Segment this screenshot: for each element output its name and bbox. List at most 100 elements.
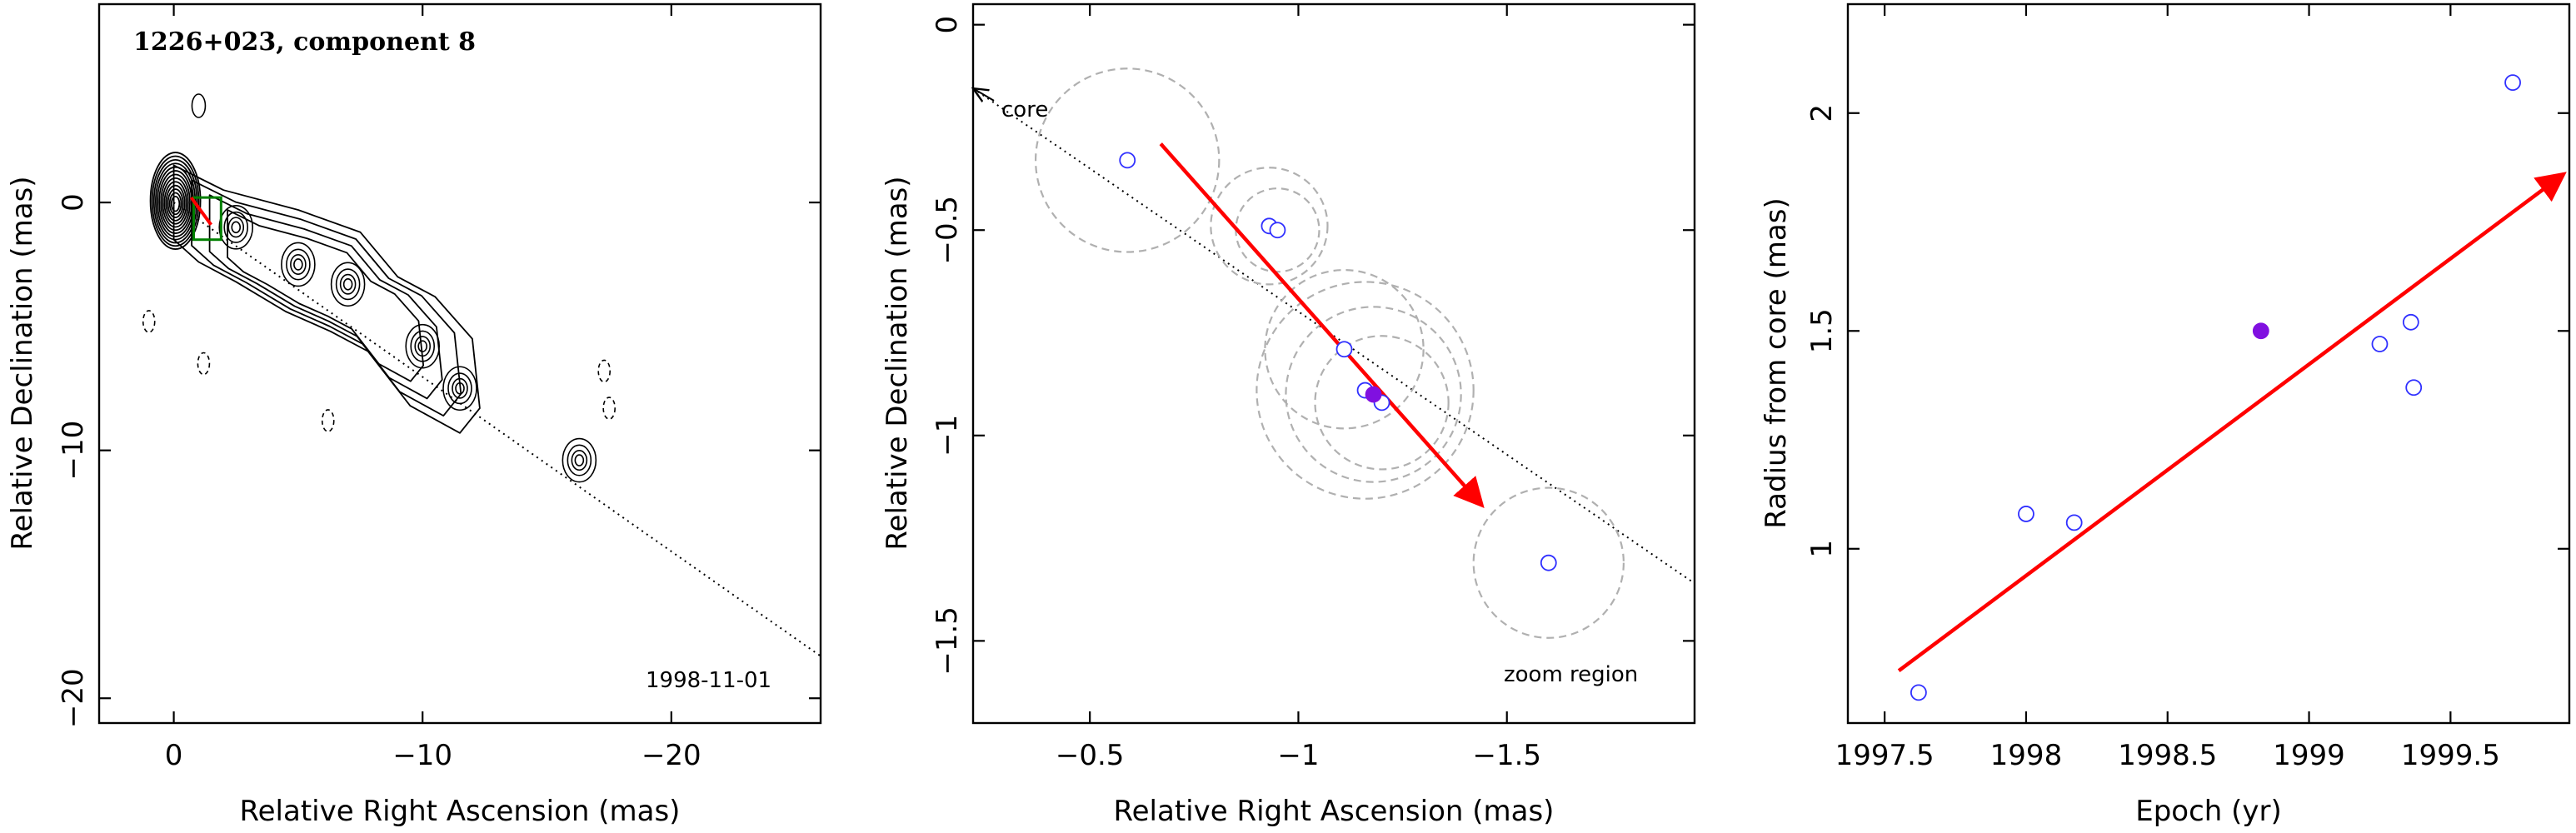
zoom-region-label: zoom region	[1504, 662, 1638, 687]
radius-point	[1910, 684, 1927, 701]
panel2-ytick-label: −1.5	[931, 606, 964, 676]
component-size-circle	[1034, 67, 1221, 253]
component-size-circle	[1472, 486, 1625, 639]
panel2-ytick-label: −0.5	[931, 196, 964, 265]
jet-contour	[172, 164, 481, 434]
fit-arrow	[1897, 172, 2567, 673]
jet-knot-contour	[339, 273, 357, 295]
component-point	[1335, 341, 1353, 358]
radius-point	[2018, 506, 2034, 522]
jet-knot-contour	[455, 382, 465, 395]
jet-knot-contour	[442, 366, 477, 412]
core-contour	[152, 158, 198, 244]
panel1-frame	[97, 2, 822, 725]
panel2-ytick-label: 0	[931, 16, 964, 34]
jet-knot-contour	[447, 372, 472, 405]
zoom-box	[192, 196, 222, 242]
core-contour	[160, 173, 191, 232]
panel3-xlabel: Epoch (yr)	[2135, 795, 2282, 828]
component-point	[1269, 222, 1286, 239]
component-point	[1540, 554, 1557, 571]
jet-contour	[191, 179, 462, 417]
jet-contour	[208, 194, 443, 400]
radius-point	[2402, 313, 2419, 331]
component-point-current	[1365, 386, 1382, 403]
negative-contour	[597, 359, 612, 383]
jet-knot-contour	[342, 277, 353, 291]
panel1-ytick-label: −10	[57, 421, 90, 481]
panel2-xtick-label: −1	[1277, 739, 1319, 772]
core-contour	[163, 181, 187, 225]
radius-point-current	[2252, 322, 2269, 340]
jet-knot-contour	[571, 450, 588, 471]
radius-point	[2065, 514, 2083, 531]
mini-trajectory-arrow	[189, 196, 212, 227]
jet-knot-contour	[567, 444, 592, 476]
jet-knot-contour	[293, 258, 303, 271]
jet-knot-contour	[452, 377, 468, 399]
core-direction-arrow	[973, 88, 995, 101]
panel1-ytick-label: −20	[57, 668, 90, 728]
negative-contour	[197, 352, 211, 376]
panel1-ylabel: Relative Declination (mas)	[6, 176, 39, 550]
jet-axis-dotted-line	[173, 202, 821, 657]
panel2-frame	[971, 2, 1696, 725]
panel3-ylabel: Radius from core (mas)	[1760, 197, 1793, 528]
core-contour	[149, 152, 202, 250]
jet-knot-contour	[335, 268, 361, 301]
jet-knot-contour	[410, 330, 436, 362]
panel2-ytick-label: −1	[931, 415, 964, 456]
panel1-xtick-label: 0	[165, 739, 183, 772]
panel3-xtick-label: 1999	[2273, 739, 2345, 772]
component-size-circle	[1285, 306, 1462, 483]
component-size-circle	[1256, 281, 1475, 500]
panel-contour-map: 0 −10 −20 0 −10 −20 1226+023, component 8 199…	[6, 2, 822, 828]
jet-knot-contour	[281, 242, 316, 287]
component-point	[1119, 152, 1136, 169]
jet-knot-contour	[218, 205, 254, 250]
jet-contour	[227, 209, 425, 382]
panel3-xtick-label: 1998	[1990, 739, 2063, 772]
panel-zoom-region: −0.5 −1 −1.5 0 −0.5 −1 −1.5 core zoom region R…	[881, 2, 1696, 828]
panel3-ytick-label: 1.5	[1805, 308, 1839, 353]
trajectory-arrow	[1159, 142, 1485, 508]
radius-point	[2371, 336, 2389, 352]
isolated-contour	[191, 93, 207, 118]
jet-knot-contour	[227, 217, 245, 238]
panel-radius-vs-epoch: 1997.5 1998 1998.5 1999 1999.5 1 1.5 2 Epoch (y…	[1760, 2, 2571, 828]
jet-knot-contour	[417, 340, 428, 352]
panel1-xtick-label: −10	[392, 739, 452, 772]
panel2-xtick-label: −1.5	[1472, 739, 1541, 772]
radius-point	[2405, 379, 2423, 397]
component-size-circle	[1210, 167, 1329, 286]
panel2-xlabel: Relative Right Ascension (mas)	[1114, 795, 1555, 828]
core-contour	[167, 188, 184, 218]
panel3-frame	[1846, 2, 2571, 725]
jet-knot-contour	[231, 221, 242, 234]
panel2-ylabel: Relative Declination (mas)	[881, 176, 914, 550]
core-contour	[151, 155, 200, 247]
panel1-title: 1226+023, component 8	[133, 27, 476, 57]
core-contour	[170, 195, 181, 212]
jet-knot-contour	[414, 336, 432, 357]
component-size-circle	[1314, 335, 1450, 471]
radius-point	[2504, 74, 2521, 92]
negative-contour	[602, 397, 616, 420]
negative-contour	[321, 409, 335, 432]
panel3-xtick-label: 1997.5	[1835, 739, 1934, 772]
panel1-xlabel: Relative Right Ascension (mas)	[240, 795, 681, 828]
core-contour	[165, 184, 186, 222]
negative-contour	[142, 310, 156, 333]
jet-knot-contour	[330, 262, 366, 307]
jet-knot-contour	[405, 323, 441, 369]
jet-knot-contour	[290, 253, 307, 275]
panel3-xtick-label: 1998.5	[2118, 739, 2217, 772]
panel3-ytick-label: 1	[1805, 540, 1839, 558]
panel3-ytick-label: 2	[1805, 104, 1839, 122]
epoch-label: 1998-11-01	[646, 668, 771, 693]
core-contour	[162, 177, 189, 228]
jet-knot-contour	[562, 437, 597, 483]
core-label: core	[1001, 97, 1048, 122]
panel1-ytick-label: 0	[57, 193, 90, 212]
